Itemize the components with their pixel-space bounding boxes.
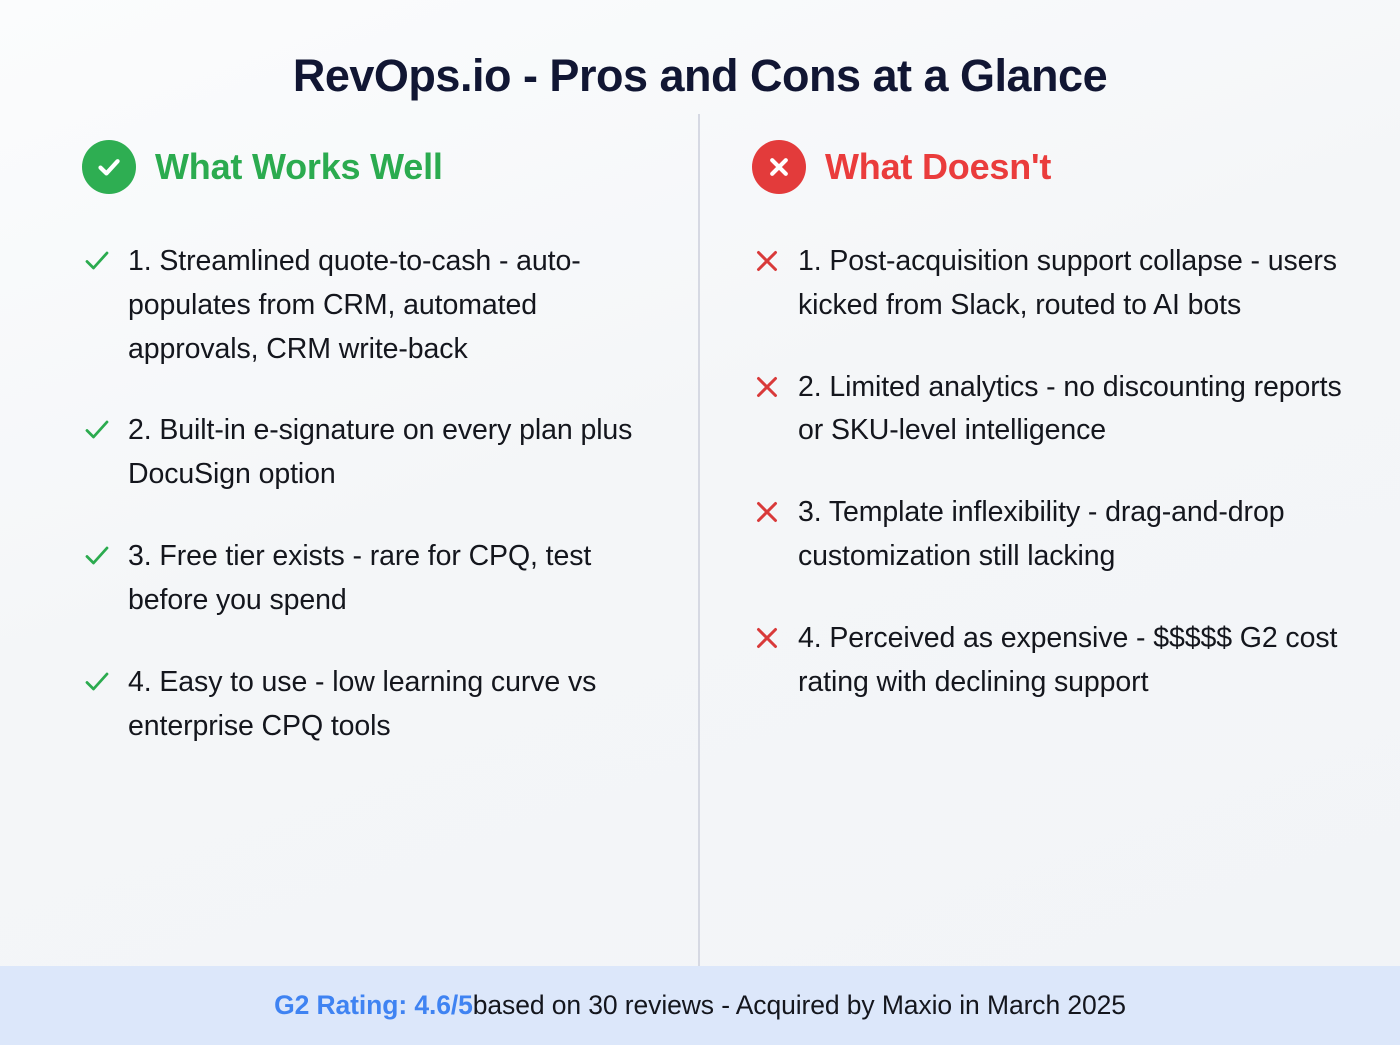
- pros-column: What Works Well 1. Streamlined quote-to-…: [0, 139, 700, 966]
- cons-list: 1. Post-acquisition support collapse - u…: [752, 240, 1360, 705]
- list-item-text: 1. Streamlined quote-to-cash - auto-popu…: [128, 244, 581, 365]
- pros-heading: What Works Well: [155, 145, 443, 187]
- list-item: 3. Template inflexibility - drag-and-dro…: [752, 491, 1360, 579]
- cons-heading: What Doesn't: [825, 145, 1052, 187]
- list-item-text: 4. Easy to use - low learning curve vs e…: [128, 665, 597, 742]
- list-item-text: 3. Template inflexibility - drag-and-dro…: [798, 496, 1285, 573]
- list-item: 3. Free tier exists - rare for CPQ, test…: [82, 535, 660, 623]
- footer-bar: G2 Rating: 4.6/5 based on 30 reviews - A…: [0, 966, 1400, 1045]
- check-icon: [82, 415, 112, 445]
- x-icon: [752, 372, 782, 402]
- x-circle-icon: [752, 139, 806, 194]
- list-item: 4. Perceived as expensive - $$$$$ G2 cos…: [752, 617, 1360, 705]
- x-icon: [752, 623, 782, 653]
- list-item-text: 1. Post-acquisition support collapse - u…: [798, 244, 1337, 321]
- check-icon: [82, 667, 112, 697]
- list-item-text: 4. Perceived as expensive - $$$$$ G2 cos…: [798, 622, 1338, 698]
- cons-header: What Doesn't: [752, 139, 1360, 194]
- check-circle-icon: [82, 139, 136, 194]
- list-item: 1. Streamlined quote-to-cash - auto-popu…: [82, 240, 660, 372]
- cons-column: What Doesn't 1. Post-acquisition support…: [700, 139, 1400, 966]
- g2-rating-text: G2 Rating: 4.6/5: [274, 990, 473, 1020]
- list-item-text: 2. Limited analytics - no discounting re…: [798, 370, 1342, 447]
- footer-detail-text: based on 30 reviews - Acquired by Maxio …: [472, 990, 1126, 1020]
- check-icon: [82, 246, 112, 276]
- pros-list: 1. Streamlined quote-to-cash - auto-popu…: [82, 240, 660, 749]
- page-title: RevOps.io - Pros and Cons at a Glance: [292, 50, 1108, 101]
- x-icon: [752, 246, 782, 276]
- x-icon: [752, 497, 782, 527]
- list-item-text: 3. Free tier exists - rare for CPQ, test…: [128, 540, 592, 616]
- check-icon: [82, 541, 112, 571]
- list-item-text: 2. Built-in e-signature on every plan pl…: [128, 414, 633, 491]
- pros-header: What Works Well: [82, 139, 660, 194]
- column-divider: [698, 113, 700, 966]
- list-item: 2. Limited analytics - no discounting re…: [752, 366, 1360, 454]
- comparison-columns: What Works Well 1. Streamlined quote-to-…: [0, 102, 1400, 966]
- list-item: 4. Easy to use - low learning curve vs e…: [82, 661, 660, 749]
- list-item: 2. Built-in e-signature on every plan pl…: [82, 409, 660, 497]
- list-item: 1. Post-acquisition support collapse - u…: [752, 240, 1360, 328]
